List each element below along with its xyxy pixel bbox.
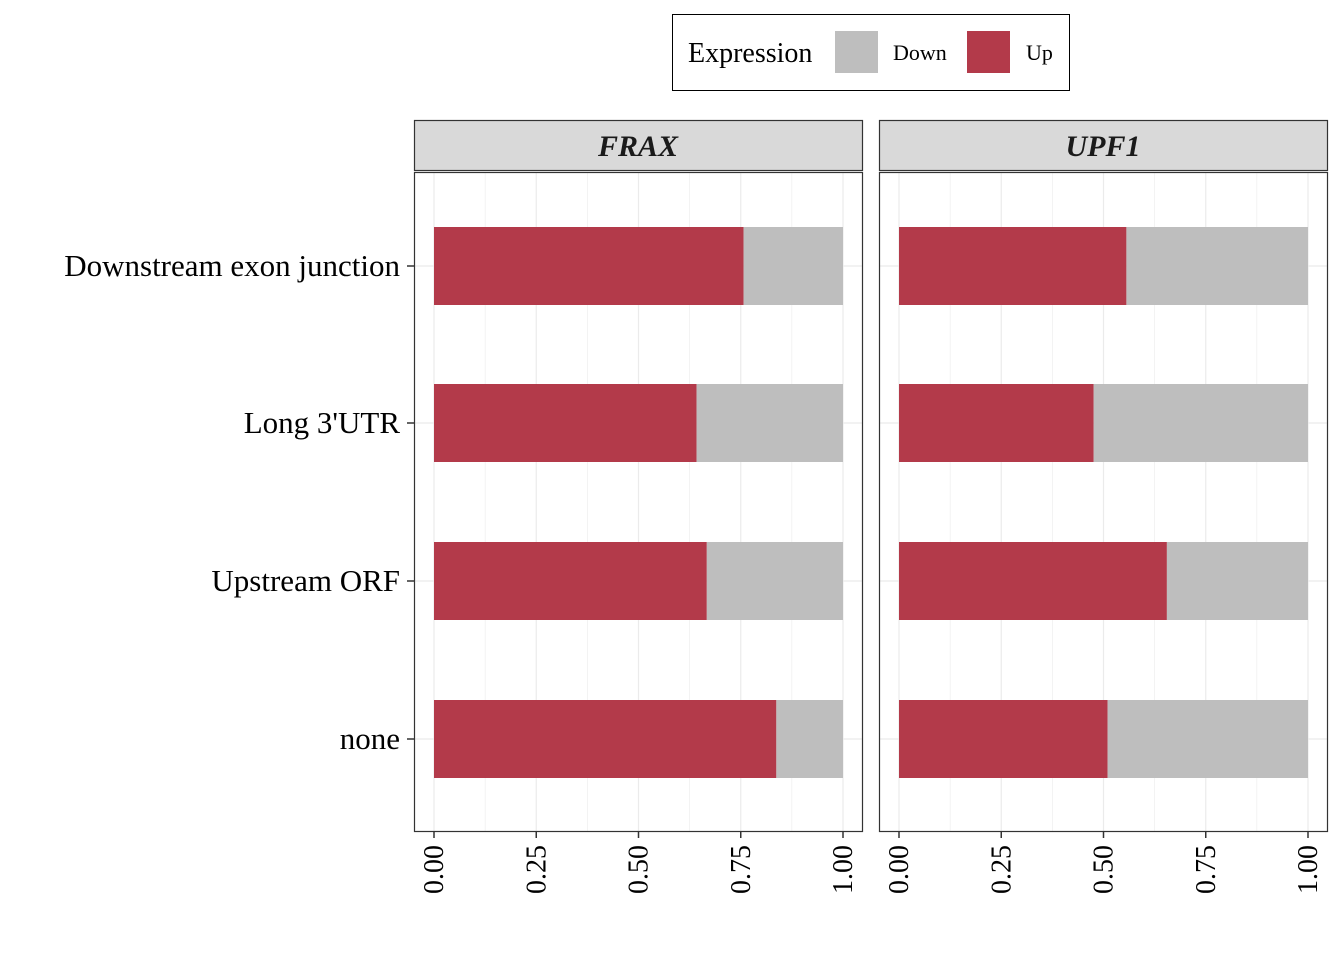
legend-label-down: Down <box>893 40 947 65</box>
y-tick-label: none <box>340 721 400 756</box>
x-tick-label: 0.00 <box>419 845 450 894</box>
facet-strip <box>878 119 1329 172</box>
x-tick-label: 0.50 <box>1089 845 1120 894</box>
legend-swatch-up <box>967 31 1010 73</box>
y-tick-label: Upstream ORF <box>211 563 400 598</box>
bar-up <box>434 700 777 778</box>
x-tick-label: 1.00 <box>828 845 859 894</box>
bar-down <box>1126 227 1308 305</box>
bar-up <box>899 542 1167 620</box>
facet-panels: FRAX 0.00 0.25 0.50 0.75 1.00 UPF1 0.00 0.25 0.50… <box>413 119 1329 894</box>
bar-down <box>1166 542 1308 620</box>
legend-label-up: Up <box>1026 40 1053 65</box>
legend: Expression Down Up <box>672 14 1070 91</box>
x-tick-label: 0.25 <box>521 845 552 894</box>
bar-up <box>434 384 697 462</box>
x-tick-label: 0.75 <box>726 845 757 894</box>
bar-down <box>1093 384 1308 462</box>
bar-up <box>434 542 707 620</box>
y-tick-label: Downstream exon junction <box>64 248 400 283</box>
x-tick-label: 1.00 <box>1293 845 1324 894</box>
facet-strip <box>413 119 864 172</box>
bar-down <box>1107 700 1308 778</box>
bar-up <box>899 700 1108 778</box>
bar-down <box>743 227 843 305</box>
y-axis: Downstream exon junction Long 3'UTR Upstre… <box>64 248 414 756</box>
bar-up <box>434 227 744 305</box>
bar-down <box>696 384 843 462</box>
legend-swatch-down <box>835 31 878 73</box>
facet-title: UPF1 <box>1066 130 1141 163</box>
bar-up <box>899 384 1094 462</box>
x-tick-label: 0.50 <box>624 845 655 894</box>
bar-down <box>706 542 843 620</box>
panel-upf1: UPF1 0.00 0.25 0.50 0.75 1.00 <box>878 119 1329 894</box>
x-tick-label: 0.00 <box>884 845 915 894</box>
x-tick-label: 0.75 <box>1191 845 1222 894</box>
x-tick-label: 0.25 <box>986 845 1017 894</box>
legend-title: Expression <box>688 38 812 69</box>
y-tick-label: Long 3'UTR <box>244 405 401 440</box>
facet-title: FRAX <box>597 130 679 163</box>
bar-up <box>899 227 1127 305</box>
bar-down <box>776 700 843 778</box>
panel-frax: FRAX 0.00 0.25 0.50 0.75 1.00 <box>413 119 864 894</box>
